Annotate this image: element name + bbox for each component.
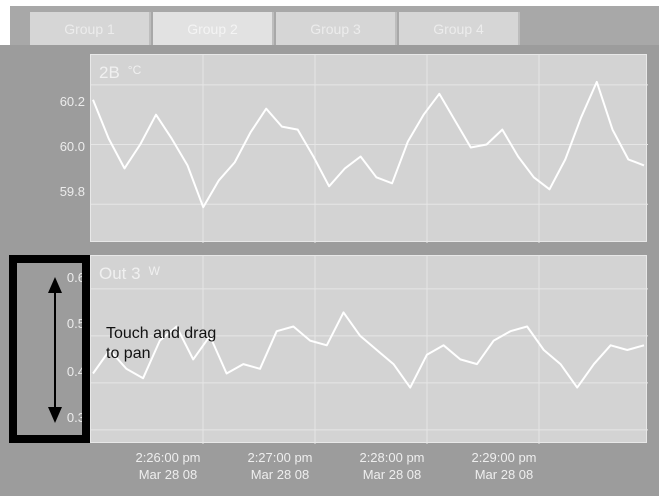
y-tick-label: 60.0 bbox=[59, 139, 85, 154]
tab-group-2[interactable]: Group 2 bbox=[153, 12, 274, 45]
plot-bottom-label: Out 3 bbox=[99, 264, 141, 283]
plot-bottom-title: Out 3 W bbox=[99, 264, 160, 284]
vertical-double-arrow-icon bbox=[48, 277, 62, 423]
tab-group-3[interactable]: Group 3 bbox=[276, 12, 397, 45]
x-tick-date: Mar 28 08 bbox=[250, 467, 310, 482]
y-tick-label: 0.4 bbox=[66, 364, 85, 379]
x-tick-time: 2:26:00 pm bbox=[135, 450, 201, 465]
x-tick-label: 2:26:00 pm Mar 28 08 bbox=[118, 449, 218, 483]
y-tick-label: 0.3 bbox=[66, 410, 85, 425]
x-tick-time: 2:28:00 pm bbox=[359, 450, 425, 465]
plot-top-series-line bbox=[92, 80, 645, 209]
pan-drag-handle[interactable] bbox=[9, 255, 90, 443]
plot-top-label: 2B bbox=[99, 63, 120, 82]
x-tick-date: Mar 28 08 bbox=[138, 467, 198, 482]
tab-bar: Group 1 Group 2 Group 3 Group 4 bbox=[0, 0, 659, 45]
tab-group-4[interactable]: Group 4 bbox=[399, 12, 520, 45]
plot-top[interactable]: 2B °C bbox=[90, 54, 648, 243]
pan-hint-line-1: Touch and drag bbox=[106, 325, 217, 342]
plot-top-title: 2B °C bbox=[99, 63, 141, 83]
x-tick-time: 2:27:00 pm bbox=[247, 450, 313, 465]
pan-hint-line-2: to pan bbox=[106, 345, 151, 362]
plot-bottom-unit: W bbox=[148, 264, 160, 278]
plot-bottom-canvas bbox=[91, 256, 648, 444]
y-tick-label: 0.6 bbox=[66, 270, 85, 285]
tab-group-1[interactable]: Group 1 bbox=[30, 12, 151, 45]
plot-bottom-series-line bbox=[92, 311, 645, 389]
x-tick-label: 2:29:00 pm Mar 28 08 bbox=[454, 449, 554, 483]
x-tick-date: Mar 28 08 bbox=[474, 467, 534, 482]
x-tick-label: 2:28:00 pm Mar 28 08 bbox=[342, 449, 442, 483]
plot-top-canvas bbox=[91, 55, 648, 243]
plot-bottom[interactable]: Out 3 W bbox=[90, 255, 648, 444]
x-tick-time: 2:29:00 pm bbox=[471, 450, 537, 465]
x-tick-label: 2:27:00 pm Mar 28 08 bbox=[230, 449, 330, 483]
pan-hint: Touch and drag to pan bbox=[106, 324, 216, 364]
y-tick-label: 60.2 bbox=[59, 94, 85, 109]
y-tick-label: 59.8 bbox=[59, 184, 85, 199]
x-tick-date: Mar 28 08 bbox=[362, 467, 422, 482]
plot-top-unit: °C bbox=[127, 63, 142, 77]
y-tick-label: 0.5 bbox=[66, 316, 85, 331]
